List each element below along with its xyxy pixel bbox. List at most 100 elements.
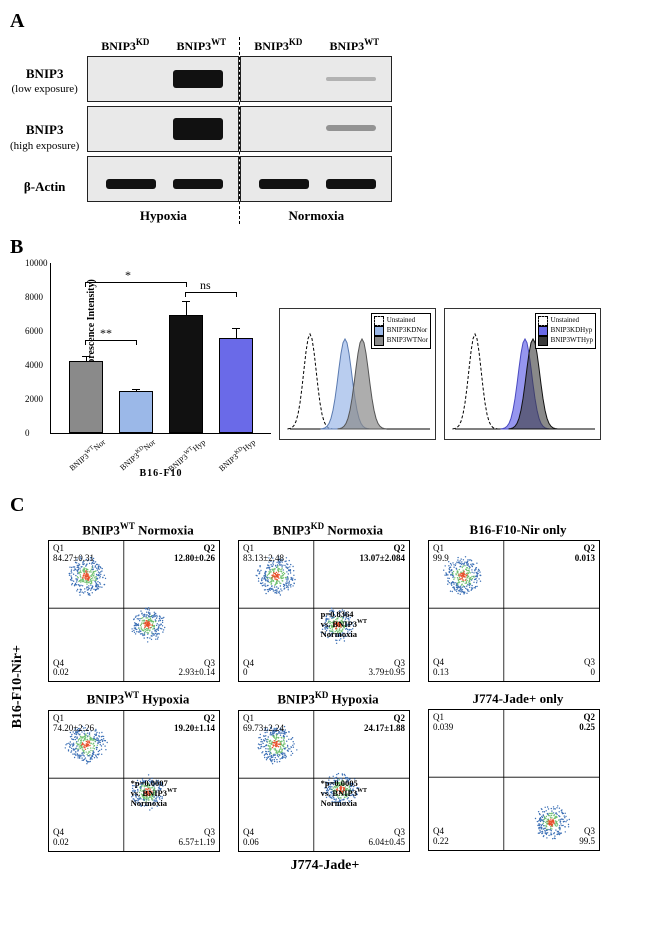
x-category-label: BNIP3WTNor bbox=[55, 437, 107, 483]
quadrant-label-q1: Q183.13±2.48 bbox=[243, 544, 284, 564]
blot-box bbox=[87, 156, 239, 202]
quadrant-label-q3: Q36.57±1.19 bbox=[179, 828, 215, 848]
blot-label-main: BNIP3 bbox=[26, 122, 64, 137]
bar-chart: ecto-CD47(Median Fluorescence Intensity)… bbox=[50, 263, 271, 434]
flow-plot-title: B16-F10-Nir only bbox=[428, 522, 608, 538]
quadrant-label-q4: Q40.02 bbox=[53, 828, 69, 848]
flow-plot-cell: BNIP3WT Normoxia Q184.27±0.31 Q212.80±0.26… bbox=[48, 521, 228, 682]
panel-a: A BNIP3 (low exposure) BNIP3 (high expos… bbox=[10, 10, 640, 224]
blot-label-sub: (low exposure) bbox=[12, 83, 78, 95]
blot-box bbox=[240, 156, 392, 202]
flow-plot: Q174.20±2.26Q219.20±1.14Q36.57±1.19Q40.0… bbox=[48, 710, 220, 852]
quadrant-label-q3: Q33.79±0.95 bbox=[369, 659, 405, 679]
x-axis-title: B16-F10 bbox=[139, 468, 182, 479]
quadrant-label-q4: Q40.02 bbox=[53, 659, 69, 679]
flow-plot: Q199.9 Q20.013 Q30 Q40.13 bbox=[428, 540, 600, 682]
panel-c: C B16-F10-Nir+ BNIP3WT Normoxia Q184.27±0… bbox=[10, 494, 640, 874]
significance-label: * bbox=[125, 268, 131, 283]
quadrant-label-q1: Q199.9 bbox=[433, 544, 449, 564]
blot-band bbox=[173, 179, 223, 189]
blot-label-low: BNIP3 (low exposure) bbox=[10, 67, 79, 96]
blot-band bbox=[106, 179, 156, 189]
y-tick: 6000 bbox=[25, 326, 43, 336]
bar bbox=[219, 338, 253, 434]
quadrant-label-q1: Q10.039 bbox=[433, 713, 453, 733]
blot-label-actin: β-Actin bbox=[10, 180, 79, 194]
flow-plot-cell: B16-F10-Nir only Q199.9 Q20.013 Q30 Q40.13 bbox=[428, 522, 608, 682]
histogram-legend: UnstainedBNIP3KDHypBNIP3WTHyp bbox=[535, 313, 596, 349]
y-tick: 2000 bbox=[25, 394, 43, 404]
p-value-label: p=0.8364vs. BNIP3WTNormoxia bbox=[321, 609, 367, 639]
quadrant-label-q1: Q184.27±0.31 bbox=[53, 544, 94, 564]
flow-plot-title: BNIP3WT Hypoxia bbox=[48, 690, 228, 707]
blot-label-sub: (high exposure) bbox=[10, 140, 79, 152]
bar bbox=[119, 391, 153, 433]
p-value-label: *p=0.0007vs. BNIP3WTNormoxia bbox=[131, 778, 177, 808]
blot-band bbox=[326, 77, 376, 81]
blot-label-high: BNIP3 (high exposure) bbox=[10, 123, 79, 152]
blot-band bbox=[173, 118, 223, 140]
flow-plot-cell: BNIP3KD HypoxiaQ169.73±2.24Q224.17±1.88Q… bbox=[238, 690, 418, 851]
significance-label: ns bbox=[200, 278, 211, 293]
flow-plot: Q184.27±0.31 Q212.80±0.26 Q32.93±0.14 Q40.0… bbox=[48, 540, 220, 682]
quadrant-label-q3: Q36.04±0.45 bbox=[369, 828, 405, 848]
blot-box bbox=[240, 106, 392, 152]
p-value-label: *p=0.0005vs. BNIP3WTNormoxia bbox=[321, 778, 367, 808]
condition-label: Normoxia bbox=[240, 208, 392, 224]
blot-band bbox=[173, 70, 223, 88]
quadrant-label-q1: Q169.73±2.24 bbox=[243, 714, 284, 734]
blot-column-hypoxia: BNIP3KDBNIP3WTHypoxia bbox=[87, 37, 240, 224]
panel-a-label: A bbox=[10, 10, 640, 33]
panel-c-label: C bbox=[10, 494, 640, 517]
blot-band bbox=[326, 125, 376, 131]
histogram-normoxia: UnstainedBNIP3KDNorBNIP3WTNor bbox=[279, 308, 436, 440]
quadrant-label-q3: Q399.5 bbox=[579, 827, 595, 847]
panel-b: B ecto-CD47(Median Fluorescence Intensit… bbox=[10, 236, 640, 484]
blot-grid: BNIP3KDBNIP3WTHypoxiaBNIP3KDBNIP3WT Normo… bbox=[87, 37, 392, 224]
flow-cytometry-grid: B16-F10-Nir+ BNIP3WT Normoxia Q184.27±0.3… bbox=[10, 521, 640, 852]
quadrant-label-q4: Q40.13 bbox=[433, 658, 449, 678]
fc-x-axis-label: J774-Jade+ bbox=[10, 858, 640, 874]
histogram-legend: UnstainedBNIP3KDNorBNIP3WTNor bbox=[371, 313, 431, 349]
quadrant-label-q4: Q40 bbox=[243, 659, 254, 679]
blot-label-main: BNIP3 bbox=[26, 66, 64, 81]
quadrant-label-q2: Q20.25 bbox=[579, 713, 595, 733]
flow-plot: Q183.13±2.48 Q213.07±2.084 Q33.79±0.95 Q40 p… bbox=[238, 540, 410, 682]
quadrant-label-q2: Q20.013 bbox=[575, 544, 595, 564]
y-tick: 8000 bbox=[25, 292, 43, 302]
significance-bracket bbox=[85, 282, 187, 287]
blot-band bbox=[259, 179, 309, 189]
blot-label-main: β-Actin bbox=[24, 179, 66, 194]
fc-y-axis-label: B16-F10-Nir+ bbox=[10, 645, 38, 728]
condition-label: Hypoxia bbox=[87, 208, 239, 224]
flow-plot-title: J774-Jade+ only bbox=[428, 691, 608, 707]
blot-box bbox=[87, 56, 239, 102]
y-tick: 4000 bbox=[25, 360, 43, 370]
bar bbox=[69, 361, 103, 433]
blot-box bbox=[87, 106, 239, 152]
western-blot-container: BNIP3 (low exposure) BNIP3 (high exposur… bbox=[10, 37, 640, 224]
flow-plot: Q169.73±2.24 Q224.17±1.88 Q36.04±0.45 Q40.0… bbox=[238, 710, 410, 852]
blot-band bbox=[326, 179, 376, 189]
quadrant-label-q4: Q40.06 bbox=[243, 828, 259, 848]
quadrant-label-q2: Q213.07±2.084 bbox=[360, 544, 405, 564]
lane-header: BNIP3KDBNIP3WT bbox=[240, 37, 392, 54]
flow-plot-cell: BNIP3KD NormoxiaQ183.13±2.48Q213.07±2.08… bbox=[238, 521, 418, 682]
blot-box bbox=[240, 56, 392, 102]
y-tick: 10000 bbox=[25, 258, 48, 268]
quadrant-label-q2: Q219.20±1.14 bbox=[174, 714, 215, 734]
blot-row-labels: BNIP3 (low exposure) BNIP3 (high exposur… bbox=[10, 53, 79, 208]
quadrant-label-q2: Q224.17±1.88 bbox=[364, 714, 405, 734]
bar bbox=[169, 315, 203, 433]
flow-plot-cell: J774-Jade+ onlyQ10.039Q20.25Q399.5Q40.22 bbox=[428, 691, 608, 851]
significance-label: ** bbox=[100, 326, 112, 341]
quadrant-label-q3: Q30 bbox=[584, 658, 595, 678]
flow-plot-title: BNIP3WT Normoxia bbox=[48, 521, 228, 538]
quadrant-label-q2: Q212.80±0.26 bbox=[174, 544, 215, 564]
panel-b-label: B bbox=[10, 236, 640, 259]
quadrant-label-q3: Q32.93±0.14 bbox=[179, 659, 215, 679]
x-category-label: BNIP3KDHyp bbox=[205, 437, 257, 483]
significance-bracket bbox=[185, 292, 237, 297]
blot-column-normoxia: BNIP3KDBNIP3WT Normoxia bbox=[240, 37, 392, 224]
flow-plot: Q10.039Q20.25Q399.5Q40.22 bbox=[428, 709, 600, 851]
